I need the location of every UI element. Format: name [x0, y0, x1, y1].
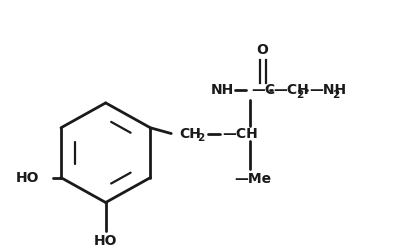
- Text: O: O: [257, 43, 268, 57]
- Text: 2: 2: [197, 133, 204, 143]
- Text: 2: 2: [332, 90, 339, 100]
- Text: —Me: —Me: [234, 172, 271, 186]
- Text: 2: 2: [296, 90, 304, 100]
- Text: HO: HO: [94, 234, 118, 248]
- Text: —C: —C: [252, 83, 276, 97]
- Text: —NH: —NH: [309, 83, 346, 97]
- Text: —CH: —CH: [274, 83, 309, 97]
- Text: —CH: —CH: [222, 126, 258, 140]
- Text: CH: CH: [179, 126, 201, 140]
- Text: HO: HO: [16, 171, 39, 185]
- Text: NH: NH: [210, 83, 233, 97]
